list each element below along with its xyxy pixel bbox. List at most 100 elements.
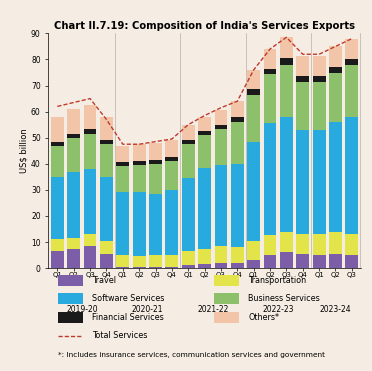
Bar <box>67 238 80 249</box>
Bar <box>100 140 113 144</box>
Bar <box>280 117 293 232</box>
Text: Transportation: Transportation <box>248 276 307 285</box>
Bar <box>215 110 227 125</box>
Bar <box>67 172 80 238</box>
Bar <box>346 65 358 117</box>
Bar <box>67 134 80 138</box>
Bar <box>149 143 162 160</box>
Bar <box>116 162 129 166</box>
Bar <box>280 252 293 268</box>
Text: Financial Services: Financial Services <box>92 313 164 322</box>
Bar <box>215 165 227 246</box>
Bar <box>116 166 129 193</box>
Bar <box>346 59 358 65</box>
Bar <box>133 161 145 165</box>
Bar <box>264 236 276 255</box>
Bar <box>215 125 227 129</box>
Bar <box>100 144 113 177</box>
Bar <box>247 89 260 95</box>
Y-axis label: US$ billion: US$ billion <box>19 128 28 173</box>
Bar <box>313 234 326 255</box>
Bar <box>100 254 113 268</box>
Bar <box>346 39 358 59</box>
Bar <box>182 251 195 266</box>
FancyBboxPatch shape <box>58 293 83 304</box>
Bar <box>198 249 211 264</box>
Bar <box>133 256 145 267</box>
Bar <box>84 129 96 134</box>
Bar <box>51 145 64 177</box>
Bar <box>264 255 276 268</box>
Text: 2021-22: 2021-22 <box>197 305 228 313</box>
Bar <box>149 160 162 164</box>
Title: Chart II.7.19: Composition of India's Services Exports: Chart II.7.19: Composition of India's Se… <box>54 21 355 31</box>
Bar <box>100 117 113 140</box>
Bar <box>231 101 244 117</box>
Bar <box>264 123 276 236</box>
Bar <box>133 165 145 193</box>
Bar <box>116 255 129 267</box>
Bar <box>133 144 145 161</box>
Bar <box>51 251 64 268</box>
Bar <box>182 266 195 268</box>
Bar <box>231 122 244 164</box>
Bar <box>231 263 244 268</box>
Bar <box>198 264 211 268</box>
Bar <box>296 76 309 82</box>
Bar <box>313 76 326 82</box>
FancyBboxPatch shape <box>58 312 83 322</box>
Bar <box>346 117 358 234</box>
Bar <box>329 67 342 72</box>
FancyBboxPatch shape <box>214 293 239 304</box>
Bar <box>84 134 96 169</box>
Text: 2022-23: 2022-23 <box>263 305 294 313</box>
Bar <box>100 241 113 254</box>
Bar <box>84 105 96 129</box>
Text: Total Services: Total Services <box>92 331 147 340</box>
Bar <box>182 125 195 140</box>
Bar <box>296 254 309 268</box>
Bar <box>51 177 64 239</box>
Text: 2019-20: 2019-20 <box>66 305 98 313</box>
Bar <box>116 145 129 162</box>
Bar <box>84 169 96 234</box>
Bar <box>247 241 260 260</box>
FancyBboxPatch shape <box>214 275 239 286</box>
Bar <box>67 109 80 134</box>
Bar <box>231 117 244 122</box>
FancyBboxPatch shape <box>58 275 83 286</box>
Bar <box>215 246 227 263</box>
Text: Software Services: Software Services <box>92 294 164 303</box>
Bar <box>346 255 358 268</box>
Bar <box>166 255 178 267</box>
Bar <box>329 232 342 254</box>
Bar <box>133 267 145 268</box>
Bar <box>264 69 276 74</box>
Bar <box>133 193 145 256</box>
Bar <box>67 249 80 268</box>
Bar <box>313 255 326 268</box>
Bar <box>182 144 195 178</box>
Text: 2023-24: 2023-24 <box>320 305 351 313</box>
FancyBboxPatch shape <box>214 312 239 322</box>
Text: Others*: Others* <box>248 313 279 322</box>
Bar <box>231 247 244 263</box>
Bar <box>182 140 195 144</box>
Bar <box>247 70 260 89</box>
Bar <box>198 168 211 249</box>
Bar <box>166 161 178 190</box>
Bar <box>346 234 358 255</box>
Bar <box>313 130 326 234</box>
Bar <box>296 56 309 76</box>
Bar <box>215 263 227 268</box>
Bar <box>166 140 178 157</box>
Bar <box>149 194 162 255</box>
Bar <box>231 164 244 247</box>
Bar <box>166 157 178 161</box>
Bar <box>280 37 293 58</box>
Bar <box>313 82 326 130</box>
Bar <box>166 190 178 255</box>
Bar <box>296 130 309 234</box>
Bar <box>51 142 64 145</box>
Bar <box>51 239 64 251</box>
